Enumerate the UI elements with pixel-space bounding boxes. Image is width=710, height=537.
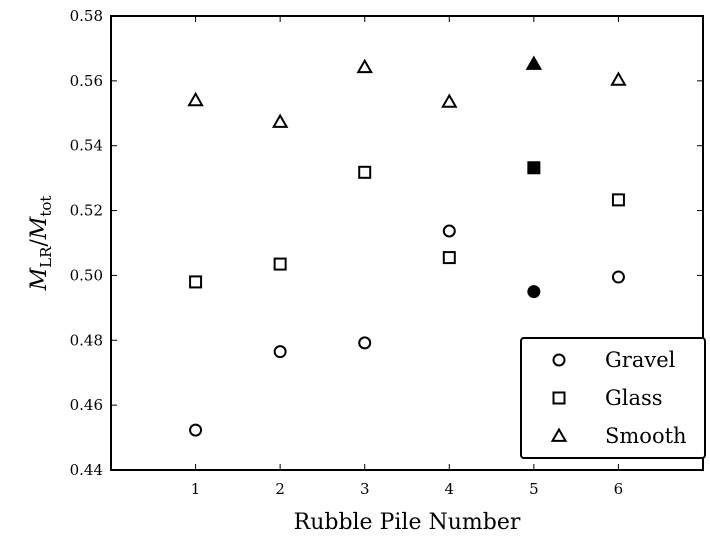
- gravel-point-1: [189, 423, 203, 437]
- gravel-point-5: [527, 285, 541, 299]
- x-tick-labels: 1 2 3 4 5 6: [191, 480, 623, 498]
- legend-label-glass: Glass: [605, 386, 663, 410]
- x-tick-label-2: 2: [275, 480, 285, 498]
- smooth-point-4: [441, 93, 458, 108]
- plot-frame: [110, 15, 704, 471]
- y-tick-label-0.56: 0.56: [70, 72, 103, 90]
- x-tick-label-3: 3: [360, 480, 370, 498]
- legend-label-gravel: Gravel: [605, 348, 676, 372]
- smooth-point-5: [525, 55, 543, 70]
- x-tick-label-1: 1: [191, 480, 201, 498]
- gravel-point-2: [273, 345, 287, 359]
- y-axis-title: MLR/Mtot: [27, 196, 55, 292]
- gravel-point-6: [611, 270, 625, 284]
- x-tick-label-6: 6: [614, 480, 624, 498]
- legend-label-smooth: Smooth: [605, 424, 687, 448]
- y-tick-labels: 0.44 0.46 0.48 0.50 0.52 0.54 0.56 0.58: [70, 7, 103, 479]
- points-layer: [187, 55, 627, 437]
- legend: Gravel Glass Smooth: [520, 337, 706, 459]
- y-tick-label-0.46: 0.46: [70, 396, 103, 414]
- x-tick-label-4: 4: [445, 480, 455, 498]
- y-tick-label-0.54: 0.54: [70, 137, 103, 155]
- y-axis-title-main-2: M: [27, 216, 52, 240]
- gravel-point-3: [358, 336, 372, 350]
- y-tick-label-0.44: 0.44: [70, 461, 103, 479]
- y-tick-label-0.58: 0.58: [70, 7, 103, 25]
- glass-point-2: [273, 257, 287, 271]
- smooth-point-1: [187, 91, 204, 107]
- glass-point-6: [611, 193, 625, 207]
- y-axis-title-sub2: tot: [37, 196, 55, 217]
- y-tick-label-0.52: 0.52: [70, 202, 103, 220]
- glass-point-1: [189, 275, 203, 289]
- y-tick-label-0.48: 0.48: [70, 331, 103, 349]
- legend-box: [520, 337, 706, 459]
- legend-marker-glass: [552, 391, 566, 405]
- y-axis-title-sep: /: [27, 239, 52, 247]
- glass-point-4: [442, 251, 456, 265]
- smooth-point-2: [271, 113, 289, 128]
- y-axis-title-sub1: LR: [37, 246, 55, 268]
- legend-marker-gravel: [552, 353, 566, 367]
- glass-point-3: [358, 165, 372, 179]
- legend-marker-smooth: [550, 427, 568, 442]
- gravel-point-4: [442, 224, 456, 238]
- x-tick-label-5: 5: [529, 480, 539, 498]
- y-tick-label-0.50: 0.50: [70, 266, 103, 284]
- x-axis-title: Rubble Pile Number: [294, 510, 521, 535]
- smooth-point-3: [356, 58, 373, 74]
- smooth-point-6: [610, 71, 627, 86]
- glass-point-5: [527, 161, 541, 175]
- y-axis-title-main: M: [27, 267, 52, 291]
